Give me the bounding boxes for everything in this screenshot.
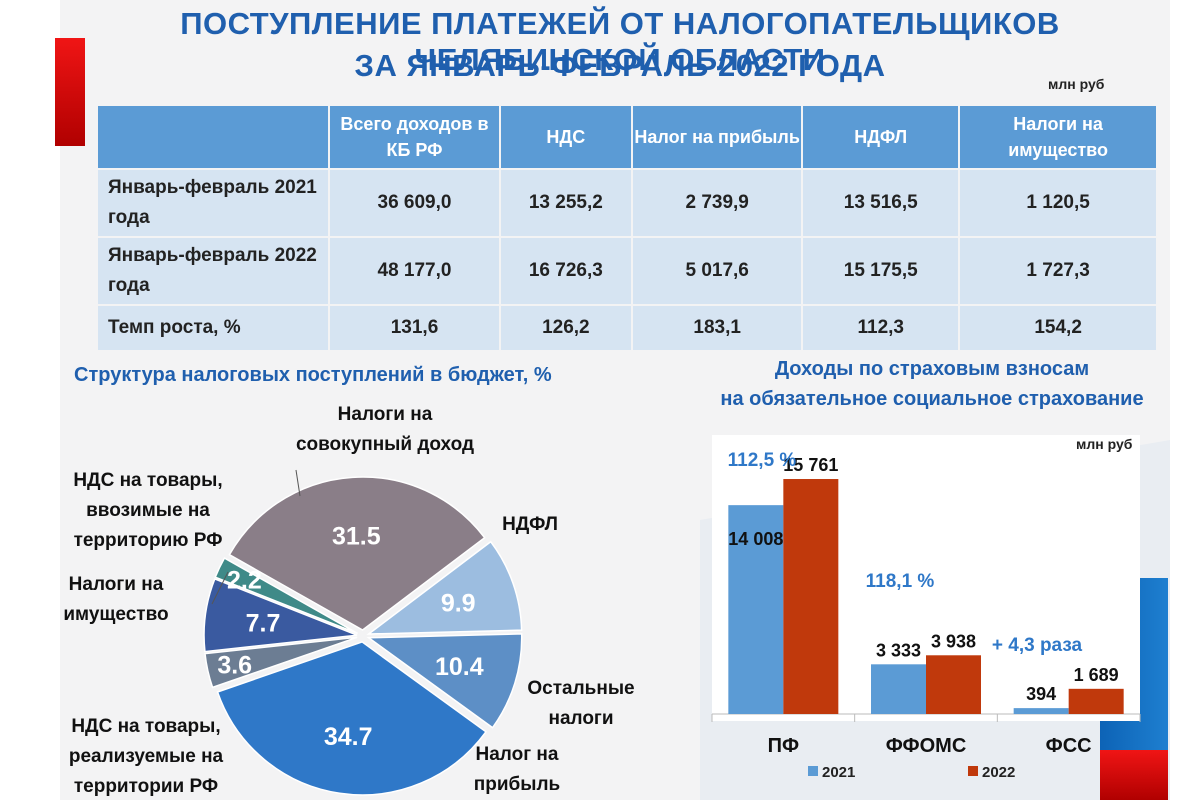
pie-label-profit: Налог на прибыль bbox=[473, 744, 561, 795]
bar-value-label: 394 bbox=[1026, 684, 1056, 704]
table-cell: 154,2 bbox=[960, 306, 1156, 350]
pie-value-label: 9.9 bbox=[441, 590, 476, 618]
growth-label: 118,1 % bbox=[866, 571, 935, 592]
table-cell: 15 175,5 bbox=[803, 238, 959, 304]
table-cell: 5 017,6 bbox=[633, 238, 802, 304]
table-header-cell: Налоги на имущество bbox=[960, 106, 1156, 168]
pie-slice bbox=[228, 476, 486, 631]
growth-label: + 4,3 раза bbox=[992, 635, 1083, 656]
category-label: ФСС bbox=[1046, 735, 1092, 757]
growth-label: 112,5 % bbox=[728, 450, 797, 471]
category-label: ПФ bbox=[768, 735, 799, 757]
bar bbox=[926, 655, 981, 714]
table-header-cell: Всего доходов в КБ РФ bbox=[330, 106, 499, 168]
pie-label-other: Остальные налоги bbox=[527, 678, 635, 729]
legend-label: 2022 bbox=[982, 764, 1015, 781]
pie-value-label: 31.5 bbox=[332, 522, 381, 550]
table-cell: 13 516,5 bbox=[803, 170, 959, 236]
pie-value-label: 34.7 bbox=[324, 723, 373, 751]
table-row: Темп роста, % 131,6 126,2 183,1 112,3 15… bbox=[98, 306, 1156, 350]
table-header-cell: Налог на прибыль bbox=[633, 106, 802, 168]
pie-label-vat-import: НДС на товары, ввозимые на территорию РФ bbox=[73, 470, 223, 551]
table-cell: 2 739,9 bbox=[633, 170, 802, 236]
leader-line bbox=[211, 571, 229, 605]
bar bbox=[1013, 708, 1069, 714]
pie-value-label: 2.2 bbox=[227, 566, 262, 594]
bars-unit: млн руб bbox=[1076, 436, 1133, 452]
table-header-row: Всего доходов в КБ РФ НДС Налог на прибы… bbox=[98, 106, 1156, 168]
pie-label-vat-domestic: НДС на товары, реализуемые на территории… bbox=[68, 716, 224, 797]
pie-value-label: 10.4 bbox=[435, 653, 484, 681]
page-title-line2: ЗА ЯНВАРЬ-ФЕВРАЛЬ 2022 ГОДА bbox=[354, 48, 886, 83]
pie-value-label: 7.7 bbox=[246, 609, 281, 637]
bar-value-label: 1 689 bbox=[1074, 665, 1119, 685]
table-cell: 183,1 bbox=[633, 306, 802, 350]
bar bbox=[728, 505, 784, 714]
bars-title-line1: Доходы по страховым взносам bbox=[774, 358, 1090, 380]
pie-slice bbox=[204, 636, 358, 689]
leader-line bbox=[295, 469, 301, 497]
pie-label-income: Налоги на совокупный доход bbox=[295, 404, 475, 455]
pie-label-ndfl: НДФЛ bbox=[502, 514, 558, 535]
bar bbox=[783, 479, 839, 714]
pie-slice bbox=[366, 633, 523, 729]
table-header-cell: НДС bbox=[500, 106, 632, 168]
table-cell: 13 255,2 bbox=[500, 170, 632, 236]
bar-value-label: 3 333 bbox=[876, 640, 921, 660]
red-accent-bar bbox=[55, 38, 85, 146]
table-cell: 1 120,5 bbox=[960, 170, 1156, 236]
table-unit: млн руб bbox=[1048, 76, 1105, 92]
bar bbox=[871, 664, 926, 714]
table-cell: 131,6 bbox=[330, 306, 499, 350]
legend-label: 2021 bbox=[822, 764, 855, 781]
pie-slice bbox=[216, 641, 487, 796]
table-cell: 36 609,0 bbox=[330, 170, 499, 236]
table-cell: 16 726,3 bbox=[500, 238, 632, 304]
table-cell: 48 177,0 bbox=[330, 238, 499, 304]
bar-value-label: 15 761 bbox=[783, 455, 838, 475]
bar bbox=[1068, 688, 1124, 714]
row-label: Январь-февраль 2021 года bbox=[98, 170, 329, 236]
bar-value-label: 3 938 bbox=[931, 631, 976, 651]
pie-slice bbox=[366, 540, 523, 635]
category-label: ФФОМС bbox=[886, 735, 967, 757]
pie-value-label: 3.6 bbox=[217, 652, 252, 680]
row-label: Январь-февраль 2022 года bbox=[98, 238, 329, 304]
legend-swatch bbox=[808, 766, 818, 776]
bar-value-label: 14 008 bbox=[728, 529, 783, 549]
red-flag-bar bbox=[1100, 750, 1168, 800]
table-cell: 126,2 bbox=[500, 306, 632, 350]
pie-slice bbox=[214, 557, 358, 635]
table-row: Январь-февраль 2022 года 48 177,0 16 726… bbox=[98, 238, 1156, 304]
bars-title-line2: на обязательное социальное страхование bbox=[720, 388, 1144, 410]
page-title-line1: ПОСТУПЛЕНИЕ ПЛАТЕЖЕЙ ОТ НАЛОГОПАТЕЛЬЩИКО… bbox=[180, 6, 1060, 77]
table-header-cell: НДФЛ bbox=[803, 106, 959, 168]
table-cell: 112,3 bbox=[803, 306, 959, 350]
table-header-cell bbox=[98, 106, 329, 168]
table-cell: 1 727,3 bbox=[960, 238, 1156, 304]
row-label: Темп роста, % bbox=[98, 306, 329, 350]
pie-title: Структура налоговых поступлений в бюджет… bbox=[74, 364, 552, 386]
tax-table: Всего доходов в КБ РФ НДС Налог на прибы… bbox=[96, 104, 1158, 352]
table-row: Январь-февраль 2021 года 36 609,0 13 255… bbox=[98, 170, 1156, 236]
legend-swatch bbox=[968, 766, 978, 776]
pie-slice bbox=[203, 577, 358, 653]
pie-label-property: Налоги на имущество bbox=[63, 574, 169, 625]
